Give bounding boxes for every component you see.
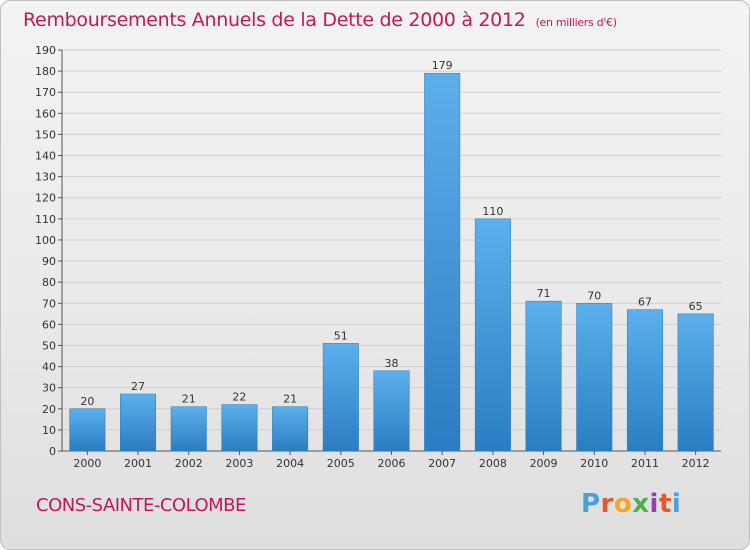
y-tick-label: 70 xyxy=(42,297,56,310)
value-label-2008: 110 xyxy=(482,205,503,218)
y-tick-label: 80 xyxy=(42,276,56,289)
value-label-2006: 38 xyxy=(385,357,399,370)
bar-2008 xyxy=(474,218,511,452)
logo-letter: o xyxy=(613,489,633,519)
y-tick-label: 140 xyxy=(35,150,56,163)
value-label-2010: 70 xyxy=(587,289,601,302)
x-tick-label-2002: 2002 xyxy=(175,457,203,470)
bar-2005 xyxy=(322,343,359,452)
y-tick-label: 40 xyxy=(42,361,56,374)
value-label-2011: 67 xyxy=(638,296,652,309)
x-tick-label-2011: 2011 xyxy=(631,457,659,470)
bar-2001 xyxy=(120,393,157,452)
chart-title: Remboursements Annuels de la Dette de 20… xyxy=(23,9,617,31)
x-tick-label-2009: 2009 xyxy=(530,457,558,470)
logo-letter: t xyxy=(658,489,672,519)
y-tick-label: 150 xyxy=(35,128,56,141)
y-tick-label: 90 xyxy=(42,255,56,268)
x-tick-label-2010: 2010 xyxy=(580,457,608,470)
value-label-2003: 22 xyxy=(232,391,246,404)
bar-2012 xyxy=(677,313,714,452)
y-tick-label: 110 xyxy=(35,213,56,226)
bar-2000 xyxy=(69,408,106,452)
bar-2003 xyxy=(221,404,258,452)
y-tick-label: 160 xyxy=(35,107,56,120)
value-label-2012: 65 xyxy=(689,300,703,313)
y-tick-label: 30 xyxy=(42,382,56,395)
y-tick-label: 60 xyxy=(42,318,56,331)
bar-2007 xyxy=(424,72,461,452)
x-tick-label-2003: 2003 xyxy=(225,457,253,470)
x-tick-label-2006: 2006 xyxy=(378,457,406,470)
y-tick-label: 130 xyxy=(35,171,56,184)
x-tick-label-2004: 2004 xyxy=(276,457,304,470)
logo-letter: i xyxy=(671,489,682,519)
bar-layer xyxy=(69,72,714,452)
chart-title-text: Remboursements Annuels de la Dette de 20… xyxy=(23,9,526,31)
logo-letter: P xyxy=(581,489,601,519)
y-tick-label: 50 xyxy=(42,339,56,352)
y-tick-label: 170 xyxy=(35,86,56,99)
proxiti-logo[interactable]: Proxiti xyxy=(581,489,681,519)
bar-2004 xyxy=(272,406,309,452)
bar-2010 xyxy=(576,303,613,452)
bar-2011 xyxy=(626,309,663,452)
y-tick-label: 20 xyxy=(42,403,56,416)
value-label-2002: 21 xyxy=(182,393,196,406)
bar-2002 xyxy=(170,406,207,452)
logo-letter: r xyxy=(600,489,614,519)
logo-letter: i xyxy=(649,489,659,519)
x-tick-label-2012: 2012 xyxy=(682,457,710,470)
x-tick-label-2008: 2008 xyxy=(479,457,507,470)
y-tick-label: 180 xyxy=(35,65,56,78)
value-label-2005: 51 xyxy=(334,329,348,342)
y-tick-label: 0 xyxy=(49,445,56,458)
bar-2009 xyxy=(525,300,562,452)
y-tick-label: 120 xyxy=(35,192,56,205)
label-layer: 0 10 20 30 40 50 60 70 80 90 100 110 120 130 140 150 160… xyxy=(35,44,710,470)
value-label-2009: 71 xyxy=(537,287,551,300)
y-tick-label: 100 xyxy=(35,234,56,247)
x-tick-label-2000: 2000 xyxy=(73,457,101,470)
logo-letter: x xyxy=(632,489,650,519)
value-label-2004: 21 xyxy=(283,393,297,406)
x-tick-label-2001: 2001 xyxy=(124,457,152,470)
city-name: CONS-SAINTE-COLOMBE xyxy=(36,495,246,516)
value-label-2001: 27 xyxy=(131,380,145,393)
unit-note: (en milliers d'€) xyxy=(535,16,617,29)
bar-2006 xyxy=(373,370,410,452)
x-tick-label-2005: 2005 xyxy=(327,457,355,470)
value-label-2000: 20 xyxy=(80,395,94,408)
value-label-2007: 179 xyxy=(432,59,453,72)
x-tick-label-2007: 2007 xyxy=(428,457,456,470)
y-tick-label: 190 xyxy=(35,44,56,57)
y-tick-label: 10 xyxy=(42,424,56,437)
